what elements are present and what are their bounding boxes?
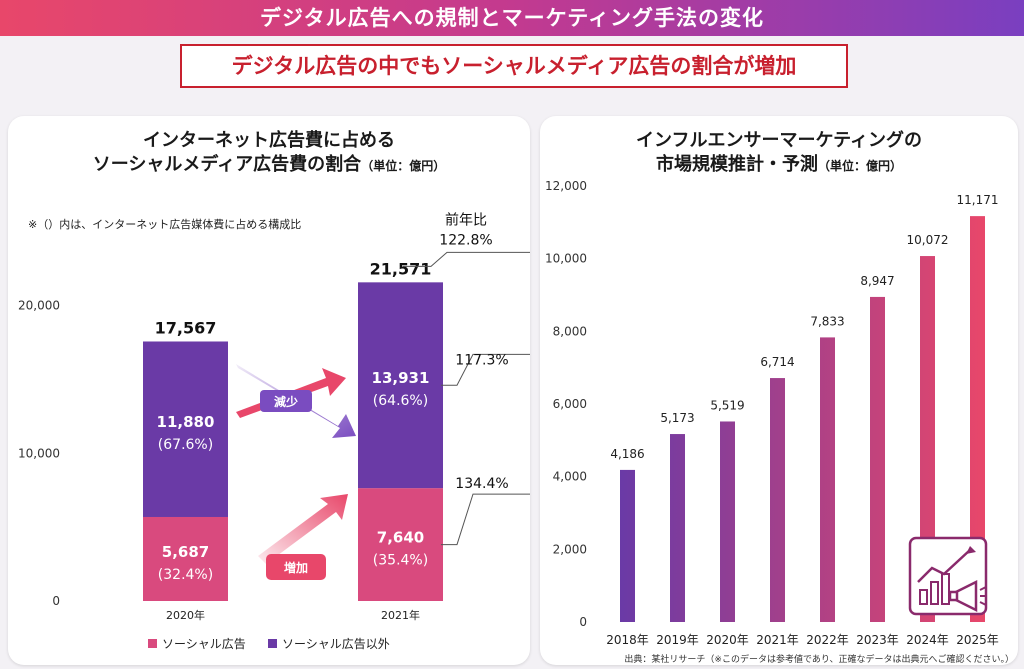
right-chart-panel: インフルエンサーマーケティングの 市場規模推計・予測（単位：億円） 0 2,000… — [540, 116, 1018, 665]
y-tick-label: 20,000 — [18, 299, 60, 313]
other-value-label: 13,931 — [372, 369, 430, 387]
source-note: 出典：某社リサーチ（※このデータは参考値であり、正確なデータは出典元へご確認くだ… — [624, 653, 1014, 665]
left-title-line1: インターネット広告費に占める — [143, 130, 395, 151]
y-tick-label: 12,000 — [545, 179, 587, 193]
right-title-line2: 市場規模推計・予測（単位：億円） — [540, 150, 1018, 176]
yoy-social-value: 134.4% — [455, 476, 508, 492]
yoy-social-leader — [441, 493, 530, 546]
y-tick-label: 10,000 — [18, 446, 60, 460]
other-share-label: (64.6%) — [373, 393, 428, 409]
x-category-label: 2020年 — [706, 633, 749, 647]
x-category-label: 2022年 — [806, 633, 849, 647]
bar-value-label: 5,519 — [710, 398, 744, 412]
market-size-bar-chart: 0 2,000 4,000 6,000 8,000 10,000 12,000 4,186 2… — [545, 179, 1014, 665]
stacked-bar-chart: 0 10,000 20,000 17,567 11,880 (67.6%) 5,687 (3… — [18, 211, 530, 651]
bar-value-label: 7,833 — [810, 314, 844, 328]
bar-other — [143, 341, 228, 517]
bar-value-label: 11,171 — [957, 193, 999, 207]
bar-other — [358, 282, 443, 489]
decrease-label: 減少 — [274, 394, 298, 409]
y-tick-label: 0 — [579, 615, 587, 629]
x-category-label: 2023年 — [856, 633, 899, 647]
x-category-label: 2020年 — [166, 608, 205, 622]
right-title-text: 市場規模推計・予測 — [655, 154, 818, 175]
legend-swatch-social — [148, 639, 157, 648]
social-value-label: 5,687 — [162, 543, 209, 561]
yoy-heading: 前年比 — [445, 211, 487, 228]
bar-value-label: 10,072 — [907, 233, 949, 247]
right-title-line1: インフルエンサーマーケティングの — [635, 130, 923, 151]
left-footnote: ※（）内は、インターネット広告媒体費に占める構成比 — [28, 218, 302, 231]
x-category-label: 2018年 — [606, 633, 649, 647]
social-share-label: (35.4%) — [373, 553, 428, 569]
market-bar — [920, 256, 935, 622]
subtitle-box: デジタル広告の中でもソーシャルメディア広告の割合が増加 — [180, 44, 848, 88]
right-bars: 4,186 2018年 5,173 2019年 5,519 2020年 6,714 2021年… — [606, 193, 999, 647]
market-bar — [720, 421, 735, 622]
y-tick-label: 6,000 — [553, 397, 587, 411]
other-share-label: (67.6%) — [158, 437, 213, 453]
right-y-axis: 0 2,000 4,000 6,000 8,000 10,000 12,000 — [545, 179, 587, 629]
legend-label-social: ソーシャル広告 — [162, 637, 246, 651]
left-y-axis: 0 10,000 20,000 — [18, 299, 60, 608]
market-bar — [670, 434, 685, 622]
right-unit-label: （単位：億円） — [817, 159, 902, 173]
x-category-label: 2024年 — [906, 633, 949, 647]
marketing-chart-icon — [908, 536, 988, 616]
x-category-label: 2021年 — [756, 633, 799, 647]
yoy-total-value: 122.8% — [439, 232, 492, 248]
decrease-arrow: 減少 — [236, 364, 356, 438]
increase-label: 増加 — [284, 560, 308, 575]
legend-label-other: ソーシャル広告以外 — [282, 637, 390, 651]
bar-value-label: 5,173 — [660, 411, 694, 425]
market-bar — [770, 378, 785, 622]
market-bar — [970, 216, 985, 622]
x-category-label: 2025年 — [956, 633, 999, 647]
bar-social — [358, 488, 443, 601]
other-value-label: 11,880 — [157, 413, 215, 431]
left-legend: ソーシャル広告 ソーシャル広告以外 — [148, 637, 390, 651]
y-tick-label: 10,000 — [545, 252, 587, 266]
yoy-total-leader — [403, 251, 530, 267]
left-bars: 17,567 11,880 (67.6%) 5,687 (32.4%) 2020年 21,5… — [143, 211, 530, 622]
market-bar — [820, 337, 835, 622]
legend-swatch-other — [268, 639, 277, 648]
y-tick-label: 2,000 — [553, 542, 587, 556]
bar-value-label: 4,186 — [610, 447, 644, 461]
x-category-label: 2021年 — [381, 608, 420, 622]
social-value-label: 7,640 — [377, 529, 424, 547]
bar-value-label: 8,947 — [860, 274, 894, 288]
y-tick-label: 8,000 — [553, 324, 587, 338]
market-bar — [620, 469, 635, 622]
increase-arrow: 増加 — [258, 494, 348, 580]
bar-value-label: 6,714 — [760, 355, 794, 369]
y-tick-label: 0 — [52, 594, 60, 608]
yoy-other-leader — [441, 353, 530, 386]
left-chart-panel: インターネット広告費に占める ソーシャルメディア広告費の割合（単位：億円） ※（… — [8, 116, 530, 665]
left-title-line2: ソーシャルメディア広告費の割合（単位：億円） — [8, 150, 530, 176]
left-title-text: ソーシャルメディア広告費の割合 — [92, 154, 362, 175]
yoy-other-value: 117.3% — [455, 352, 508, 368]
x-category-label: 2019年 — [656, 633, 699, 647]
social-share-label: (32.4%) — [158, 567, 213, 583]
market-bar — [870, 296, 885, 622]
header-banner: デジタル広告への規制とマーケティング手法の変化 — [0, 0, 1024, 36]
total-label: 21,571 — [370, 259, 432, 278]
total-label: 17,567 — [155, 318, 217, 337]
bar-social — [143, 516, 228, 601]
y-tick-label: 4,000 — [553, 470, 587, 484]
left-unit-label: （単位：億円） — [361, 159, 446, 173]
